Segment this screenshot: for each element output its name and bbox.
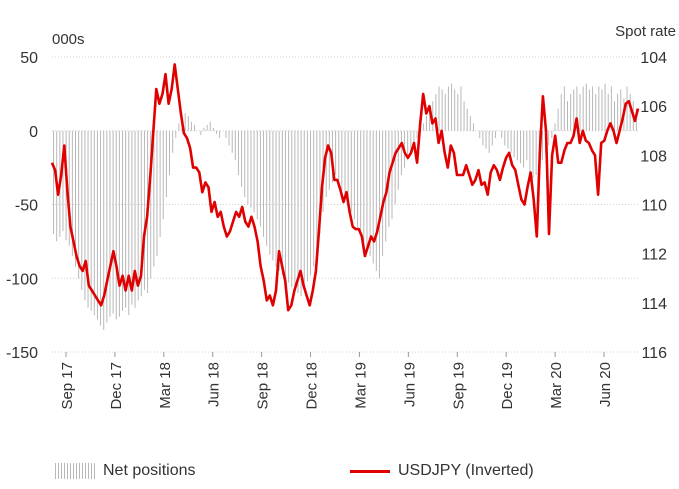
legend-net-positions: Net positions bbox=[55, 462, 196, 480]
right-tick-label: 104 bbox=[640, 50, 667, 67]
x-tick-label: Sep 18 bbox=[255, 362, 272, 410]
left-tick-label: -150 bbox=[6, 345, 38, 362]
left-tick-label: 0 bbox=[29, 124, 38, 141]
x-tick-label: Dec 19 bbox=[499, 362, 516, 410]
usdjpy-line bbox=[50, 63, 640, 312]
legend-usdjpy: USDJPY (Inverted) bbox=[350, 462, 534, 480]
x-tick-label: Dec 17 bbox=[108, 362, 125, 410]
right-tick-label: 110 bbox=[641, 198, 667, 215]
usdjpy-series-line bbox=[50, 63, 640, 312]
legend-bars-swatch bbox=[55, 463, 95, 479]
right-tick-label: 106 bbox=[640, 99, 667, 116]
right-tick-label: 112 bbox=[641, 247, 667, 264]
right-tick-label: 116 bbox=[641, 345, 667, 362]
right-axis-ticks: 104 106 108 110 112 114 116 bbox=[640, 50, 667, 362]
right-axis-unit: Spot rate bbox=[615, 23, 676, 40]
legend-usdjpy-label: USDJPY (Inverted) bbox=[398, 462, 534, 479]
right-tick-label: 114 bbox=[641, 296, 667, 313]
x-tick-label: Mar 20 bbox=[548, 362, 565, 409]
legend-line-swatch bbox=[350, 469, 390, 473]
x-tick-label: Dec 18 bbox=[304, 362, 321, 410]
x-tick-label: Mar 19 bbox=[352, 362, 369, 409]
left-axis-ticks: 50 0 -50 -100 -150 bbox=[6, 50, 38, 362]
x-tick-label: Jun 19 bbox=[401, 362, 418, 407]
left-tick-label: -50 bbox=[15, 198, 38, 215]
x-tick-label: Mar 18 bbox=[157, 362, 174, 409]
left-axis-unit: 000s bbox=[52, 31, 85, 48]
x-tick-label: Sep 19 bbox=[450, 362, 467, 410]
x-tick-label: Jun 18 bbox=[206, 362, 223, 407]
x-tick-label: Jun 20 bbox=[597, 362, 614, 407]
x-axis-ticks: Sep 17 Dec 17 Mar 18 Jun 18 Sep 18 Dec 18 Mar … bbox=[59, 352, 614, 410]
right-tick-label: 108 bbox=[640, 148, 667, 165]
left-tick-label: -100 bbox=[6, 271, 38, 288]
left-tick-label: 50 bbox=[20, 50, 38, 67]
x-tick-label: Sep 17 bbox=[59, 362, 76, 410]
legend-net-positions-label: Net positions bbox=[103, 462, 196, 479]
